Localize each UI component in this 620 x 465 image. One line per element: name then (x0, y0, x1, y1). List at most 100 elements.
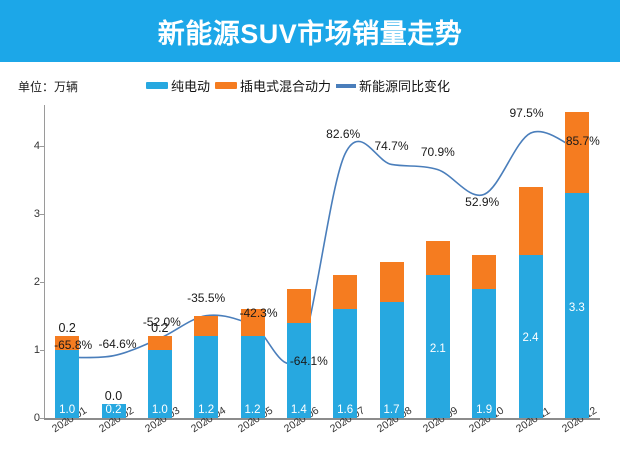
line-point-label: -35.5% (187, 290, 226, 305)
stacked-bar[interactable]: 1.6 (333, 275, 358, 418)
line-point-label: -52.0% (142, 315, 181, 330)
bar-segment-bev[interactable]: 1.0 (55, 349, 80, 418)
stacked-bar[interactable]: 2.1 (425, 241, 450, 418)
bar-value-label-bev: 2.4 (522, 332, 539, 345)
line-point-label: 85.7% (565, 134, 600, 149)
chart-legend: 纯电动 插电式混合动力 新能源同比变化 (146, 76, 450, 95)
legend-label: 纯电动 (171, 79, 211, 94)
y-axis-tick-label: 2 (33, 275, 40, 288)
bar-value-label-bev: 2.1 (429, 342, 446, 355)
bar-segment-bev[interactable]: 1.6 (333, 309, 358, 418)
y-axis-tick-label: 4 (33, 139, 40, 152)
bar-segment-bev[interactable]: 1.2 (240, 336, 265, 418)
bar-segment-phev[interactable] (333, 275, 358, 310)
bar-segment-bev[interactable]: 1.7 (379, 302, 404, 418)
legend-swatch-icon (146, 82, 168, 89)
bar-segment-bev[interactable]: 1.2 (194, 336, 219, 418)
x-axis-tick-mark (67, 418, 69, 423)
bar-segment-bev[interactable]: 1.9 (472, 288, 497, 418)
bar-value-label-bev: 1.2 (198, 404, 215, 416)
x-axis-tick-mark (113, 418, 115, 423)
y-axis-tick-label: 1 (33, 343, 40, 356)
bar-value-label-phev: 0.2 (58, 321, 76, 336)
bar-segment-phev[interactable] (194, 315, 219, 337)
line-point-label: -64.1% (289, 353, 328, 368)
bar-value-label-phev: 0.0 (104, 389, 123, 404)
bar-value-label-bev: 1.6 (337, 404, 354, 416)
legend-item-2: 插电式混合动力 (215, 76, 331, 95)
line-point-label: -42.3% (239, 306, 278, 321)
bar-value-label-bev: 3.3 (568, 301, 585, 314)
stacked-bar[interactable]: 1.2 (240, 309, 265, 418)
x-axis (44, 418, 600, 420)
line-point-label: -65.8% (54, 338, 93, 353)
line-point-label: 82.6% (326, 126, 361, 141)
bar-value-label-bev: 1.7 (383, 404, 400, 416)
trend-line-series (67, 130, 578, 365)
bar-segment-bev[interactable]: 2.4 (518, 254, 543, 418)
legend-label: 插电式混合动力 (240, 79, 332, 94)
y-axis-tick-mark (40, 418, 44, 419)
plot-area: 0 1 2 3 4 2020-01 0.2 1.0 2020-02 0.0 0.2 2020-03 0.… (34, 105, 600, 435)
y-axis-tick-mark (40, 145, 44, 147)
stacked-bar[interactable]: 1.0 (147, 336, 172, 418)
bar-segment-phev[interactable] (472, 254, 497, 289)
x-axis-tick-mark (391, 418, 393, 423)
stacked-bar[interactable]: 1.0 (55, 336, 80, 418)
legend-item-1: 纯电动 (146, 76, 210, 95)
line-point-label: 74.7% (374, 139, 409, 154)
y-axis-tick-mark (40, 349, 44, 351)
bar-segment-phev[interactable] (518, 186, 543, 255)
x-axis-tick-mark (252, 418, 254, 423)
header-bar: 新能源SUV市场销量走势 (0, 0, 620, 62)
bar-segment-phev[interactable] (147, 336, 172, 350)
bar-value-label-bev: 1.0 (151, 404, 168, 416)
stacked-bar[interactable]: 1.2 (194, 315, 219, 418)
y-axis (44, 105, 45, 418)
legend-label: 新能源同比变化 (359, 79, 451, 94)
legend-item-3: 新能源同比变化 (336, 76, 450, 95)
line-point-label: 70.9% (420, 144, 455, 159)
line-point-label: -64.6% (98, 336, 137, 351)
bar-segment-phev[interactable] (379, 261, 404, 303)
y-axis-tick-label: 0 (33, 412, 40, 424)
x-axis-tick-mark (298, 418, 300, 423)
bar-segment-bev[interactable]: 1.0 (147, 349, 172, 418)
line-point-label: 52.9% (465, 195, 500, 210)
bar-segment-phev[interactable] (286, 288, 311, 323)
stacked-bar[interactable]: 1.4 (286, 288, 311, 418)
bar-value-label-bev: 1.4 (290, 404, 307, 416)
y-axis-tick-label: 3 (33, 207, 40, 220)
bar-segment-phev[interactable] (564, 111, 589, 194)
bar-value-label-bev: 0.2 (105, 404, 122, 416)
stacked-bar[interactable]: 0.2 (101, 404, 126, 418)
bar-segment-phev[interactable] (55, 336, 80, 350)
line-point-label: 97.5% (509, 106, 544, 121)
y-axis-tick-mark (40, 281, 44, 283)
bar-value-label-bev: 1.0 (59, 404, 76, 416)
bar-segment-bev[interactable]: 2.1 (425, 275, 450, 418)
bar-value-label-bev: 1.9 (476, 404, 493, 416)
x-axis-tick-mark (484, 418, 486, 423)
x-axis-tick-mark (576, 418, 578, 423)
bar-segment-bev[interactable]: 1.4 (286, 322, 311, 418)
stacked-bar[interactable]: 1.9 (472, 254, 497, 418)
stacked-bar[interactable]: 1.7 (379, 261, 404, 418)
page-title: 新能源SUV市场销量走势 (157, 18, 463, 49)
y-axis-tick-mark (40, 213, 44, 215)
legend-swatch-icon (215, 82, 238, 89)
bar-segment-phev[interactable] (425, 241, 450, 276)
bar-segment-phev[interactable] (240, 309, 265, 337)
stacked-bar[interactable]: 3.3 (564, 111, 589, 418)
stacked-bar[interactable]: 2.4 (518, 186, 543, 418)
x-axis-tick-mark (530, 418, 532, 423)
x-axis-tick-mark (437, 418, 439, 423)
x-axis-tick-mark (206, 418, 208, 423)
bar-segment-bev[interactable]: 3.3 (564, 193, 589, 418)
x-axis-tick-mark (345, 418, 347, 423)
x-axis-tick-mark (159, 418, 161, 423)
legend-line-icon (336, 83, 357, 88)
bar-segment-bev[interactable]: 0.2 (101, 404, 126, 418)
bar-value-label-bev: 1.2 (244, 404, 261, 416)
